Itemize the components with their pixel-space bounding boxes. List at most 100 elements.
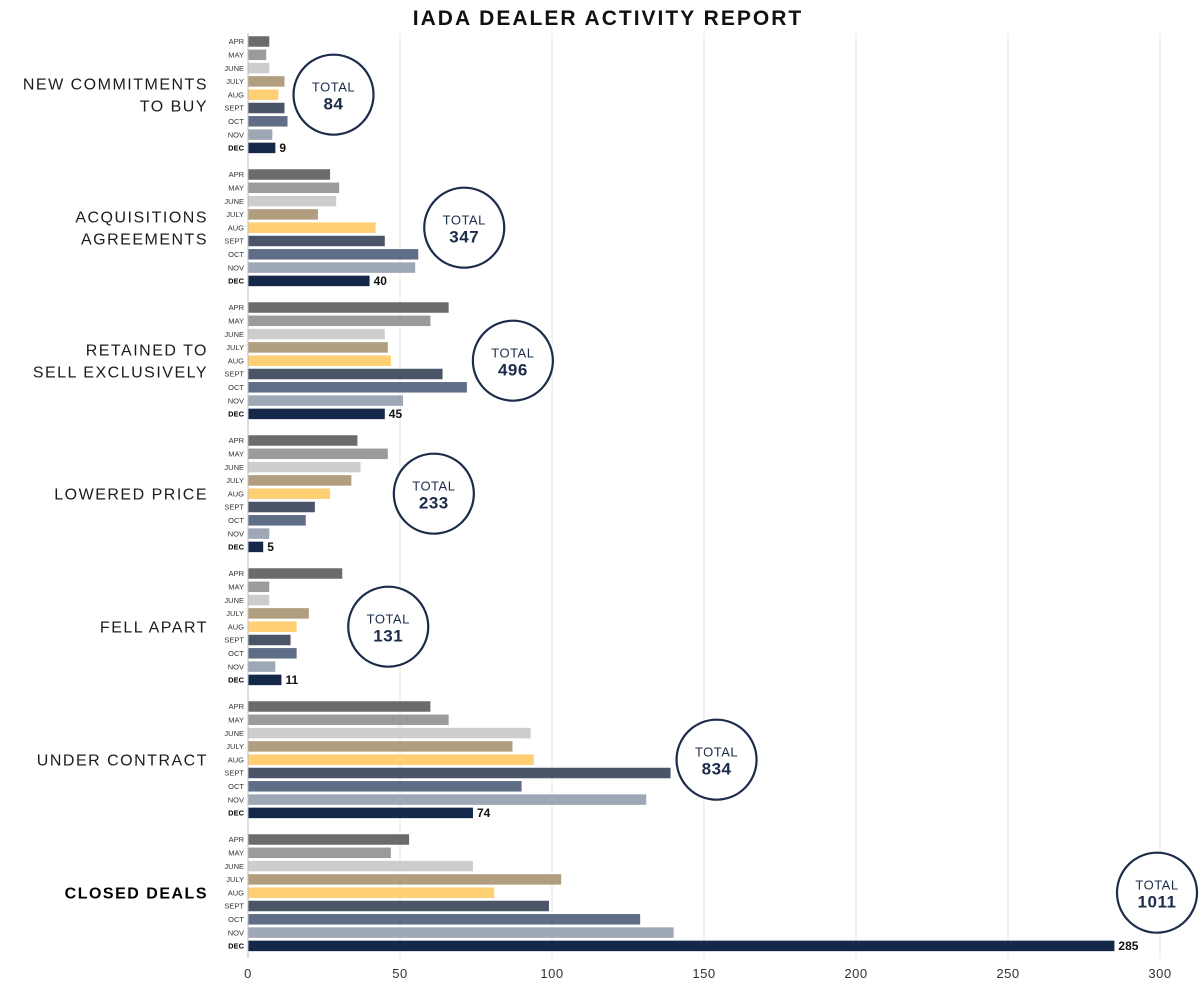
bar — [248, 342, 388, 353]
month-label: MAY — [228, 317, 244, 326]
month-label: SEPT — [224, 104, 244, 113]
bar — [248, 741, 513, 752]
bar — [248, 448, 388, 460]
data-label: 74 — [477, 806, 491, 820]
bar — [248, 754, 534, 765]
data-label: 285 — [1118, 939, 1138, 953]
bar — [248, 36, 270, 47]
month-label: JULY — [226, 343, 244, 352]
month-label: OCT — [228, 117, 244, 126]
month-label: SEPT — [224, 769, 244, 778]
bar — [248, 927, 674, 938]
total-badge — [292, 53, 375, 136]
bar-group: ACQUISITIONS AGREEMENTS APR MAY JUNE JULY AUG S… — [75, 169, 506, 288]
month-label: JUNE — [224, 729, 244, 738]
bar — [248, 914, 641, 925]
bar — [248, 847, 391, 859]
bar — [248, 727, 531, 739]
bar — [248, 222, 376, 233]
group-label: CLOSED DEALS — [65, 886, 208, 903]
total-badge — [347, 585, 430, 668]
month-label: DEC — [228, 410, 244, 419]
month-label: NOV — [228, 130, 244, 139]
month-label: JULY — [226, 875, 244, 884]
bar — [248, 648, 297, 659]
x-axis-ticks: 0 50 100 150 200 250 300 — [244, 966, 1171, 981]
month-label: DEC — [228, 942, 244, 951]
bar — [248, 488, 331, 499]
bar — [248, 249, 419, 260]
bar — [248, 235, 385, 247]
gridlines — [399, 33, 1161, 958]
month-label: MAY — [228, 583, 244, 592]
month-label: JUNE — [224, 197, 244, 206]
month-label: NOV — [228, 662, 244, 671]
x-tick-label: 50 — [392, 966, 407, 981]
bar — [248, 767, 671, 779]
bar — [248, 129, 273, 140]
bar — [248, 116, 288, 127]
month-label: AUG — [228, 489, 244, 498]
month-label: AUG — [228, 90, 244, 99]
group-label: TO BUY — [140, 99, 208, 116]
bar — [248, 781, 522, 792]
bar — [248, 900, 549, 912]
bar — [248, 634, 291, 646]
month-label: AUG — [228, 223, 244, 232]
month-label: MAY — [228, 51, 244, 60]
bar — [248, 807, 473, 819]
group-label: FELL APART — [100, 620, 208, 637]
month-label: MAY — [228, 849, 244, 858]
month-label: OCT — [228, 915, 244, 924]
x-tick-label: 300 — [1148, 966, 1171, 981]
bar — [248, 714, 449, 726]
bar — [248, 461, 361, 473]
group-label: ACQUISITIONS — [75, 210, 208, 227]
month-label: JULY — [226, 476, 244, 485]
month-label: APR — [229, 170, 245, 179]
month-label: AUG — [228, 356, 244, 365]
month-label: MAY — [228, 716, 244, 725]
x-tick-label: 100 — [540, 966, 563, 981]
bar — [248, 435, 358, 446]
total-badge-value: 347 — [449, 228, 479, 247]
bar — [248, 594, 270, 606]
total-badge-value: 834 — [702, 760, 732, 779]
bar — [248, 275, 370, 287]
month-label: DEC — [228, 277, 244, 286]
group-label: NEW COMMITMENTS — [23, 77, 208, 94]
bar — [248, 528, 270, 539]
month-label: DEC — [228, 809, 244, 818]
bar — [248, 355, 391, 366]
month-label: NOV — [228, 263, 244, 272]
bar — [248, 62, 270, 74]
month-label: SEPT — [224, 370, 244, 379]
total-badge-label: TOTAL — [367, 612, 410, 627]
total-badge-label: TOTAL — [312, 80, 355, 95]
data-label: 5 — [267, 540, 274, 554]
x-tick-label: 150 — [692, 966, 715, 981]
month-label: JULY — [226, 77, 244, 86]
month-label: JUNE — [224, 64, 244, 73]
month-label: JULY — [226, 742, 244, 751]
month-label: SEPT — [224, 503, 244, 512]
bar — [248, 621, 297, 632]
month-label: MAY — [228, 184, 244, 193]
bar — [248, 874, 562, 885]
total-badge-label: TOTAL — [491, 346, 534, 361]
bar — [248, 142, 276, 154]
bar — [248, 794, 647, 805]
total-badge-value: 496 — [498, 361, 528, 380]
bar-group: UNDER CONTRACT APR MAY JUNE JULY AUG SEPT OCT NO… — [37, 701, 758, 820]
bar — [248, 475, 352, 486]
bar — [248, 608, 309, 619]
bar — [248, 568, 343, 579]
bar — [248, 940, 1115, 952]
month-label: APR — [229, 702, 245, 711]
month-label: APR — [229, 835, 245, 844]
total-badge — [675, 718, 758, 801]
month-label: APR — [229, 569, 245, 578]
month-label: DEC — [228, 543, 244, 552]
